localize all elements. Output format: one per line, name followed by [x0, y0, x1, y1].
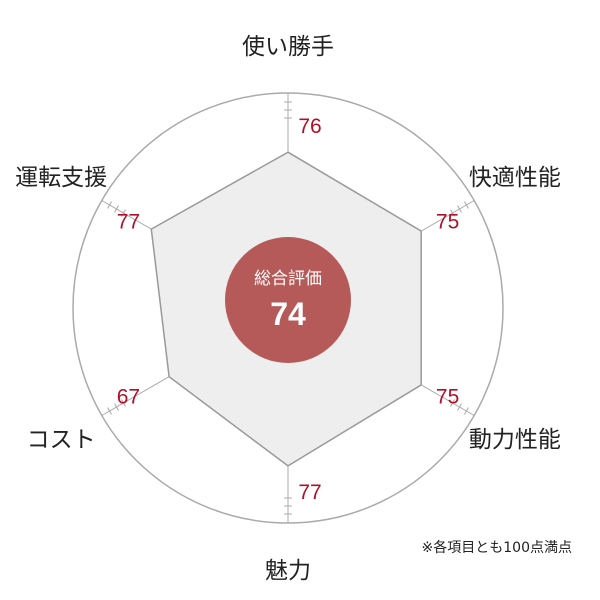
- value-label: 75: [436, 211, 459, 234]
- axis-tick: [107, 407, 113, 415]
- axis-tick: [121, 399, 126, 407]
- axis-label: 快適性能: [469, 165, 561, 191]
- overall-score-value: 74: [270, 296, 306, 332]
- axis-tick: [114, 205, 119, 213]
- axis-tick: [450, 209, 455, 217]
- scale-note: ※各項目とも100点満点: [421, 540, 572, 556]
- axis-ticks: [107, 101, 469, 515]
- value-label: 76: [298, 115, 321, 138]
- overall-score-title: 総合評価: [254, 269, 322, 289]
- axis-tick: [457, 205, 462, 213]
- axis-tick: [450, 399, 455, 407]
- value-labels: 76 75 75 77 67 77: [117, 115, 460, 504]
- axis-tick: [463, 201, 469, 209]
- axis-tick: [457, 403, 462, 411]
- axis-label: 動力性能: [469, 427, 561, 453]
- axis-tick: [463, 407, 469, 415]
- value-label: 67: [117, 386, 140, 409]
- axis-label: コスト: [27, 427, 96, 453]
- axis-tick: [121, 209, 126, 217]
- value-label: 77: [298, 481, 321, 504]
- axis-label: 運転支援: [15, 165, 107, 191]
- axis-label: 使い勝手: [242, 34, 334, 60]
- axis-label: 魅力: [265, 558, 311, 584]
- axis-tick: [107, 201, 113, 209]
- overall-score-circle: [225, 237, 351, 363]
- value-label: 75: [436, 386, 459, 409]
- axis-tick: [114, 403, 119, 411]
- value-label: 77: [117, 211, 140, 234]
